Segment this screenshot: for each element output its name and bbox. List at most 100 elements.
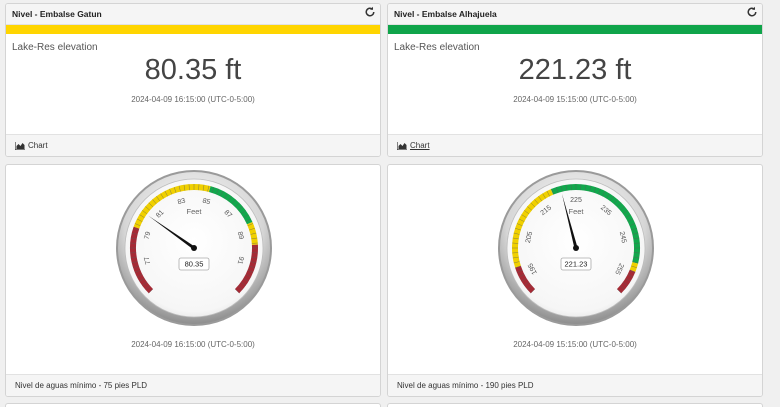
gauge-minor-tick bbox=[518, 274, 525, 278]
gauge-tick-label: 85 bbox=[202, 198, 211, 207]
gauge-minor-tick bbox=[156, 196, 161, 202]
gauge-minor-tick bbox=[245, 274, 252, 278]
gauge-minor-tick bbox=[530, 202, 536, 208]
gauge-minor-tick bbox=[633, 256, 640, 259]
gauge-minor-tick bbox=[633, 237, 640, 240]
gauge-minor-tick bbox=[513, 261, 520, 264]
gauge-minor-tick bbox=[584, 184, 587, 191]
gauge-minor-tick bbox=[237, 285, 243, 290]
gauge-minor-tick bbox=[131, 261, 138, 264]
gauge-minor-tick bbox=[622, 210, 628, 215]
gauge-minor-tick bbox=[131, 232, 138, 235]
gauge-minor-tick bbox=[133, 265, 139, 268]
chart-link[interactable]: Chart bbox=[397, 141, 430, 150]
gauge-minor-tick bbox=[207, 185, 210, 192]
gauge-tick-label: 83 bbox=[177, 198, 186, 207]
panel-partial bbox=[387, 403, 763, 407]
chart-link[interactable]: Chart bbox=[15, 141, 48, 150]
gauge-minor-tick bbox=[546, 190, 550, 197]
panel-gatun: Nivel - Embalse Gatun Lake-Res elevation… bbox=[5, 3, 381, 157]
gauge-minor-tick bbox=[245, 218, 252, 222]
chart-link-label[interactable]: Chart bbox=[28, 141, 48, 150]
gauge-minor-tick bbox=[518, 218, 525, 222]
gauge-tick-label: 77 bbox=[144, 256, 153, 265]
gauge-pivot bbox=[573, 245, 579, 251]
gauge-minor-tick bbox=[629, 270, 636, 273]
gauge-minor-tick bbox=[551, 188, 554, 195]
gauge-minor-tick bbox=[629, 223, 636, 226]
gauge-minor-tick bbox=[560, 185, 563, 192]
gauge-minor-tick bbox=[160, 193, 164, 199]
panel-partial bbox=[5, 403, 381, 407]
gauge-needle bbox=[148, 215, 195, 250]
gauge-minor-tick bbox=[250, 261, 257, 264]
gauge-minor-tick bbox=[136, 274, 143, 278]
gauge-panel-alhajuela: 195 205 215 225 235 245 255 Feet 221.23 2024-04-… bbox=[387, 164, 763, 397]
gauge-minor-tick bbox=[211, 187, 214, 193]
gauge-tick-label: 195 bbox=[527, 262, 538, 276]
refresh-icon[interactable] bbox=[746, 6, 758, 18]
gauge-minor-tick bbox=[247, 223, 254, 226]
gauge-band bbox=[512, 189, 554, 268]
min-level-note: Nivel de aguas mínimo - 190 pies PLD bbox=[397, 381, 534, 390]
gauge-minor-tick bbox=[224, 193, 228, 199]
area-chart-icon bbox=[15, 141, 25, 150]
gauge-minor-tick bbox=[538, 196, 543, 202]
panel-footer: Chart bbox=[6, 134, 380, 156]
gauge-minor-tick bbox=[202, 184, 205, 191]
gauge-minor-tick bbox=[616, 202, 622, 208]
gauge-minor-tick bbox=[145, 206, 151, 211]
gauge-minor-tick bbox=[524, 210, 530, 215]
gauge-minor-tick bbox=[139, 278, 145, 282]
gauge-minor-tick bbox=[534, 199, 539, 205]
gauge-minor-tick bbox=[243, 214, 249, 218]
gauge-minor-tick bbox=[249, 265, 255, 268]
gauge-minor-tick bbox=[130, 256, 137, 259]
gauge-minor-tick bbox=[598, 188, 601, 195]
gauge-minor-tick bbox=[220, 190, 224, 197]
gauge-minor-tick bbox=[515, 228, 521, 231]
gauge-minor-tick bbox=[632, 232, 639, 235]
gauge-minor-tick bbox=[139, 214, 145, 218]
gauge-band bbox=[133, 184, 211, 229]
gauge-minor-tick bbox=[606, 193, 610, 199]
gauge-minor-tick bbox=[631, 265, 637, 268]
gauge-minor-tick bbox=[609, 196, 614, 202]
gauge-readout: 80.35 bbox=[178, 257, 210, 271]
gauge-minor-tick bbox=[542, 193, 546, 199]
gauge-minor-tick bbox=[625, 214, 631, 218]
gauge-minor-tick bbox=[227, 196, 232, 202]
gauge-minor-tick bbox=[631, 228, 637, 231]
gauge-tick-label: 245 bbox=[618, 231, 627, 244]
gauge-minor-tick bbox=[625, 278, 631, 282]
gauge-tick-label: 205 bbox=[525, 231, 534, 244]
refresh-icon[interactable] bbox=[364, 6, 376, 18]
panel-footer: Nivel de aguas mínimo - 190 pies PLD bbox=[388, 374, 762, 396]
chart-link-label[interactable]: Chart bbox=[410, 141, 430, 150]
gauge-minor-tick bbox=[627, 218, 634, 222]
gauge-minor-tick bbox=[619, 206, 625, 211]
gauge-unit-label: Feet bbox=[186, 207, 202, 216]
gauge-readout-text: 221.23 bbox=[565, 260, 588, 269]
gauge-minor-tick bbox=[516, 223, 523, 226]
gauge-minor-tick bbox=[240, 210, 246, 215]
gauge-minor-tick bbox=[142, 210, 148, 215]
gauge-minor-tick bbox=[589, 185, 592, 192]
gauge-minor-tick bbox=[231, 199, 236, 205]
gauge-band bbox=[234, 244, 258, 294]
gauge-minor-tick bbox=[632, 261, 639, 264]
panel-alhajuela: Nivel - Embalse Alhajuela Lake-Res eleva… bbox=[387, 3, 763, 157]
min-level-note: Nivel de aguas mínimo - 75 pies PLD bbox=[15, 381, 148, 390]
gauge-minor-tick bbox=[593, 187, 596, 193]
gauge-readout: 221.23 bbox=[560, 257, 592, 271]
gauge-minor-tick bbox=[622, 281, 628, 286]
gauge-minor-tick bbox=[142, 281, 148, 286]
current-value: 80.35 ft bbox=[144, 54, 242, 86]
gauge-minor-tick bbox=[527, 285, 533, 290]
gauge-minor-tick bbox=[627, 274, 634, 278]
gauge-minor-tick bbox=[174, 187, 177, 193]
gauge-minor-tick bbox=[136, 218, 143, 222]
gauge-minor-tick bbox=[530, 288, 536, 294]
panel-footer: Nivel de aguas mínimo - 75 pies PLD bbox=[6, 374, 380, 396]
gauge-unit-label: Feet bbox=[568, 207, 584, 216]
